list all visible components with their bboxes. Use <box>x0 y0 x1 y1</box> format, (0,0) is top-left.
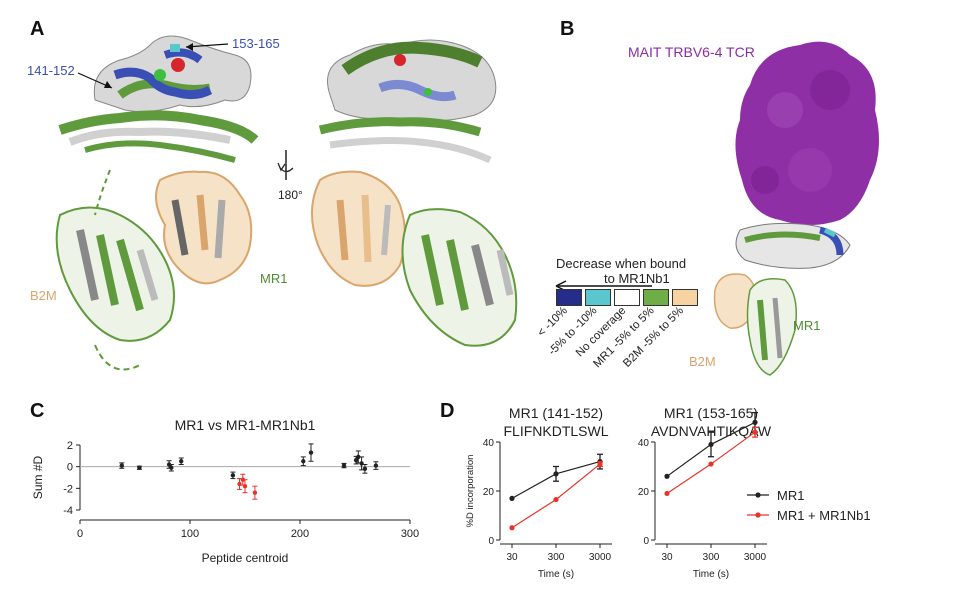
chart-d2-ytick-label: 40 <box>638 438 650 449</box>
chart-d2-xlabel: Time (s) <box>693 569 729 580</box>
chart-d1-ylabel: %D incorporation <box>465 455 476 528</box>
label-153-165: 153-165 <box>232 36 280 51</box>
chart-d2-xtick-label: 300 <box>703 552 720 563</box>
chart-d2-ytick-label: 0 <box>643 536 649 547</box>
chart-d2-point-s0-2 <box>752 419 758 425</box>
chart-c-ytick-label: 0 <box>67 462 73 474</box>
legend-swatch-0 <box>556 289 582 306</box>
chart-d1-point-s0-0 <box>509 495 515 501</box>
chart-d2-legend-label-0: MR1 <box>777 488 804 503</box>
chart-d1-point-s0-1 <box>553 471 559 477</box>
legend-swatch-3 <box>643 289 669 306</box>
chart-c-point-s0-3 <box>169 465 174 470</box>
chart-d1-ytick-label: 20 <box>483 487 495 498</box>
chart-d2-point-s1-1 <box>708 461 714 467</box>
chart-c-point-s0-5 <box>230 473 236 478</box>
legend-title-line1: Decrease when bound <box>556 256 687 271</box>
panel-d-chart-141-152: MR1 (141-152) FLIFNKDTLSWL 0 20 40 30 300 3000 T… <box>465 405 612 580</box>
chart-d2-point-s1-2 <box>752 429 758 435</box>
chart-c-xtick-label: 200 <box>291 528 309 540</box>
legend-swatch-1 <box>585 289 611 306</box>
label-mr1-a: MR1 <box>260 271 288 286</box>
panel-letter-a: A <box>30 18 45 40</box>
chart-c-ytick-label: -2 <box>63 483 73 495</box>
ligand-sphere-green <box>154 69 166 81</box>
chart-d1-ytick-label: 40 <box>483 438 495 449</box>
chart-d2-title: MR1 (153-165) <box>664 405 758 421</box>
chart-c-title: MR1 vs MR1-MR1Nb1 <box>175 417 316 433</box>
chart-d2-ytick-label: 20 <box>638 487 650 498</box>
right-lower-domains <box>310 170 518 347</box>
chart-c-point-s1-2 <box>242 483 248 489</box>
chart-d2-legend-marker-1 <box>755 512 761 518</box>
legend-swatch-4 <box>672 289 698 306</box>
chart-c-point-s0-13 <box>373 463 379 468</box>
chart-d2-xtick-label: 3000 <box>744 552 767 563</box>
chart-c-point-s0-8 <box>341 463 347 468</box>
chart-d1-title: MR1 (141-152) <box>509 405 603 421</box>
chart-d1-point-s1-2 <box>597 461 603 467</box>
ligand-sphere-red <box>171 58 185 72</box>
mr1-complex-cartoon <box>713 222 851 376</box>
label-mr1-b: MR1 <box>793 318 821 333</box>
chart-c-xtick-label: 0 <box>77 528 83 540</box>
chart-d2-xtick-label: 30 <box>661 552 673 563</box>
legend-swatch-2 <box>614 289 640 306</box>
label-141-152: 141-152 <box>27 63 75 78</box>
label-rotation: 180° <box>278 188 303 202</box>
chart-c-point-s0-4 <box>179 459 184 464</box>
chart-d1-xtick-label: 300 <box>548 552 565 563</box>
panel-c-chart: MR1 vs MR1-MR1Nb1 2 0 -2 -4 0 100 200 300 Peptide… <box>31 417 419 565</box>
label-b2m-a: B2M <box>30 288 57 303</box>
panel-letter-d: D <box>440 400 455 422</box>
tcr-surface <box>735 41 879 226</box>
panel-letter-b: B <box>560 18 575 40</box>
label-tcr: MAIT TRBV6-4 TCR <box>628 44 755 60</box>
chart-d1-point-s1-1 <box>553 496 559 503</box>
chart-d1-xtick-label: 3000 <box>589 552 612 563</box>
chart-d2-legend-label-1: MR1 + MR1Nb1 <box>777 508 871 523</box>
panel-d-chart-153-165: MR1 (153-165) AVDNVAHTIKQAW 0 20 40 30 300 3000… <box>638 405 871 580</box>
chart-c-xtick-label: 300 <box>401 528 419 540</box>
panel-a-structures <box>55 35 518 371</box>
chart-c-point-s0-9 <box>353 457 359 463</box>
panel-letter-c: C <box>30 400 45 422</box>
chart-c-point-s0-7 <box>308 450 314 455</box>
chart-d1-subtitle: FLIFNKDTLSWL <box>503 423 608 439</box>
chart-d2-point-s1-0 <box>664 490 670 497</box>
chart-c-point-s0-6 <box>301 459 306 464</box>
chart-c-ylabel: Sum #D <box>31 455 45 499</box>
left-helix-platform <box>58 35 259 163</box>
chart-c-point-s1-3 <box>252 490 258 495</box>
chart-c-point-s0-1 <box>137 465 142 470</box>
chart-c-point-s0-10 <box>356 454 361 460</box>
chart-d1-ytick-label: 0 <box>488 536 494 547</box>
chart-c-ytick-label: -4 <box>63 505 73 517</box>
rotation-arrow-icon <box>277 150 294 180</box>
chart-c-xlabel: Peptide centroid <box>202 551 289 565</box>
chart-c-point-s0-12 <box>362 466 368 472</box>
panel-b-complex <box>713 41 879 376</box>
label-b2m-b: B2M <box>689 354 716 369</box>
chart-d1-xlabel: Time (s) <box>538 569 574 580</box>
right-helix-platform <box>318 39 497 164</box>
chart-c-xtick-label: 100 <box>181 528 199 540</box>
chart-d2-point-s0-1 <box>708 441 714 448</box>
left-lower-domains <box>55 169 253 371</box>
chart-d2-legend-marker-0 <box>755 492 761 498</box>
legend-title-line2: to MR1Nb1 <box>604 271 670 286</box>
chart-c-ytick-label: 2 <box>67 440 73 452</box>
chart-c-point-s0-0 <box>119 463 125 468</box>
chart-d2-subtitle: AVDNVAHTIKQAW <box>651 423 772 439</box>
chart-d1-xtick-label: 30 <box>506 552 518 563</box>
chart-d2-point-s0-0 <box>664 473 670 479</box>
chart-d1-point-s1-0 <box>509 525 515 531</box>
